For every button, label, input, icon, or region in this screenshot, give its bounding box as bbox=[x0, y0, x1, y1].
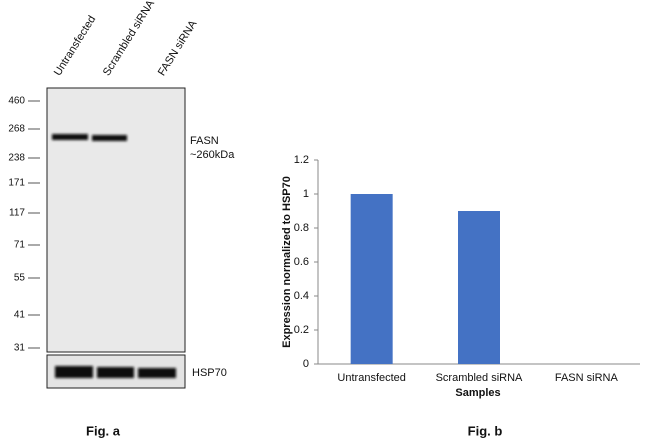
x-tick-label: Scrambled siRNA bbox=[436, 372, 523, 384]
y-axis-label: Expression normalized to HSP70 bbox=[281, 176, 293, 348]
marker-label: 71 bbox=[14, 240, 26, 251]
marker-label: 268 bbox=[8, 124, 25, 135]
y-tick-label: 0.4 bbox=[294, 290, 309, 302]
marker-label: 55 bbox=[14, 273, 26, 284]
bar bbox=[350, 194, 393, 364]
blot-band bbox=[52, 134, 88, 140]
y-tick-label: 1.2 bbox=[294, 154, 309, 166]
marker-label: 31 bbox=[14, 343, 26, 354]
marker-label: 117 bbox=[9, 208, 25, 219]
loading-band bbox=[55, 366, 93, 378]
marker-label: 460 bbox=[8, 96, 25, 107]
y-tick-label: 0.8 bbox=[294, 222, 309, 234]
y-tick-label: 1 bbox=[303, 188, 309, 200]
lane-label: Scrambled siRNA bbox=[101, 0, 158, 78]
x-axis-label: Samples bbox=[455, 387, 500, 399]
loading-band bbox=[138, 368, 176, 378]
marker-label: 238 bbox=[8, 153, 25, 164]
lane-label: Untransfected bbox=[52, 14, 98, 78]
y-tick-label: 0.2 bbox=[294, 324, 309, 336]
marker-label: 41 bbox=[14, 310, 26, 321]
loading-band bbox=[97, 367, 134, 378]
blot-band bbox=[92, 135, 127, 141]
x-tick-label: FASN siRNA bbox=[555, 372, 619, 384]
y-tick-label: 0.6 bbox=[294, 256, 309, 268]
x-tick-label: Untransfected bbox=[337, 372, 405, 384]
blot-panel bbox=[46, 87, 186, 353]
caption: Fig. a bbox=[86, 423, 121, 438]
y-tick-label: 0 bbox=[303, 358, 309, 370]
target-size: ~260kDa bbox=[190, 149, 235, 161]
loading-label: HSP70 bbox=[192, 367, 227, 379]
target-label: FASN bbox=[190, 135, 219, 147]
marker-label: 171 bbox=[8, 178, 25, 189]
caption: Fig. b bbox=[468, 423, 503, 438]
bar bbox=[458, 211, 500, 364]
lane-label: FASN siRNA bbox=[156, 18, 200, 78]
